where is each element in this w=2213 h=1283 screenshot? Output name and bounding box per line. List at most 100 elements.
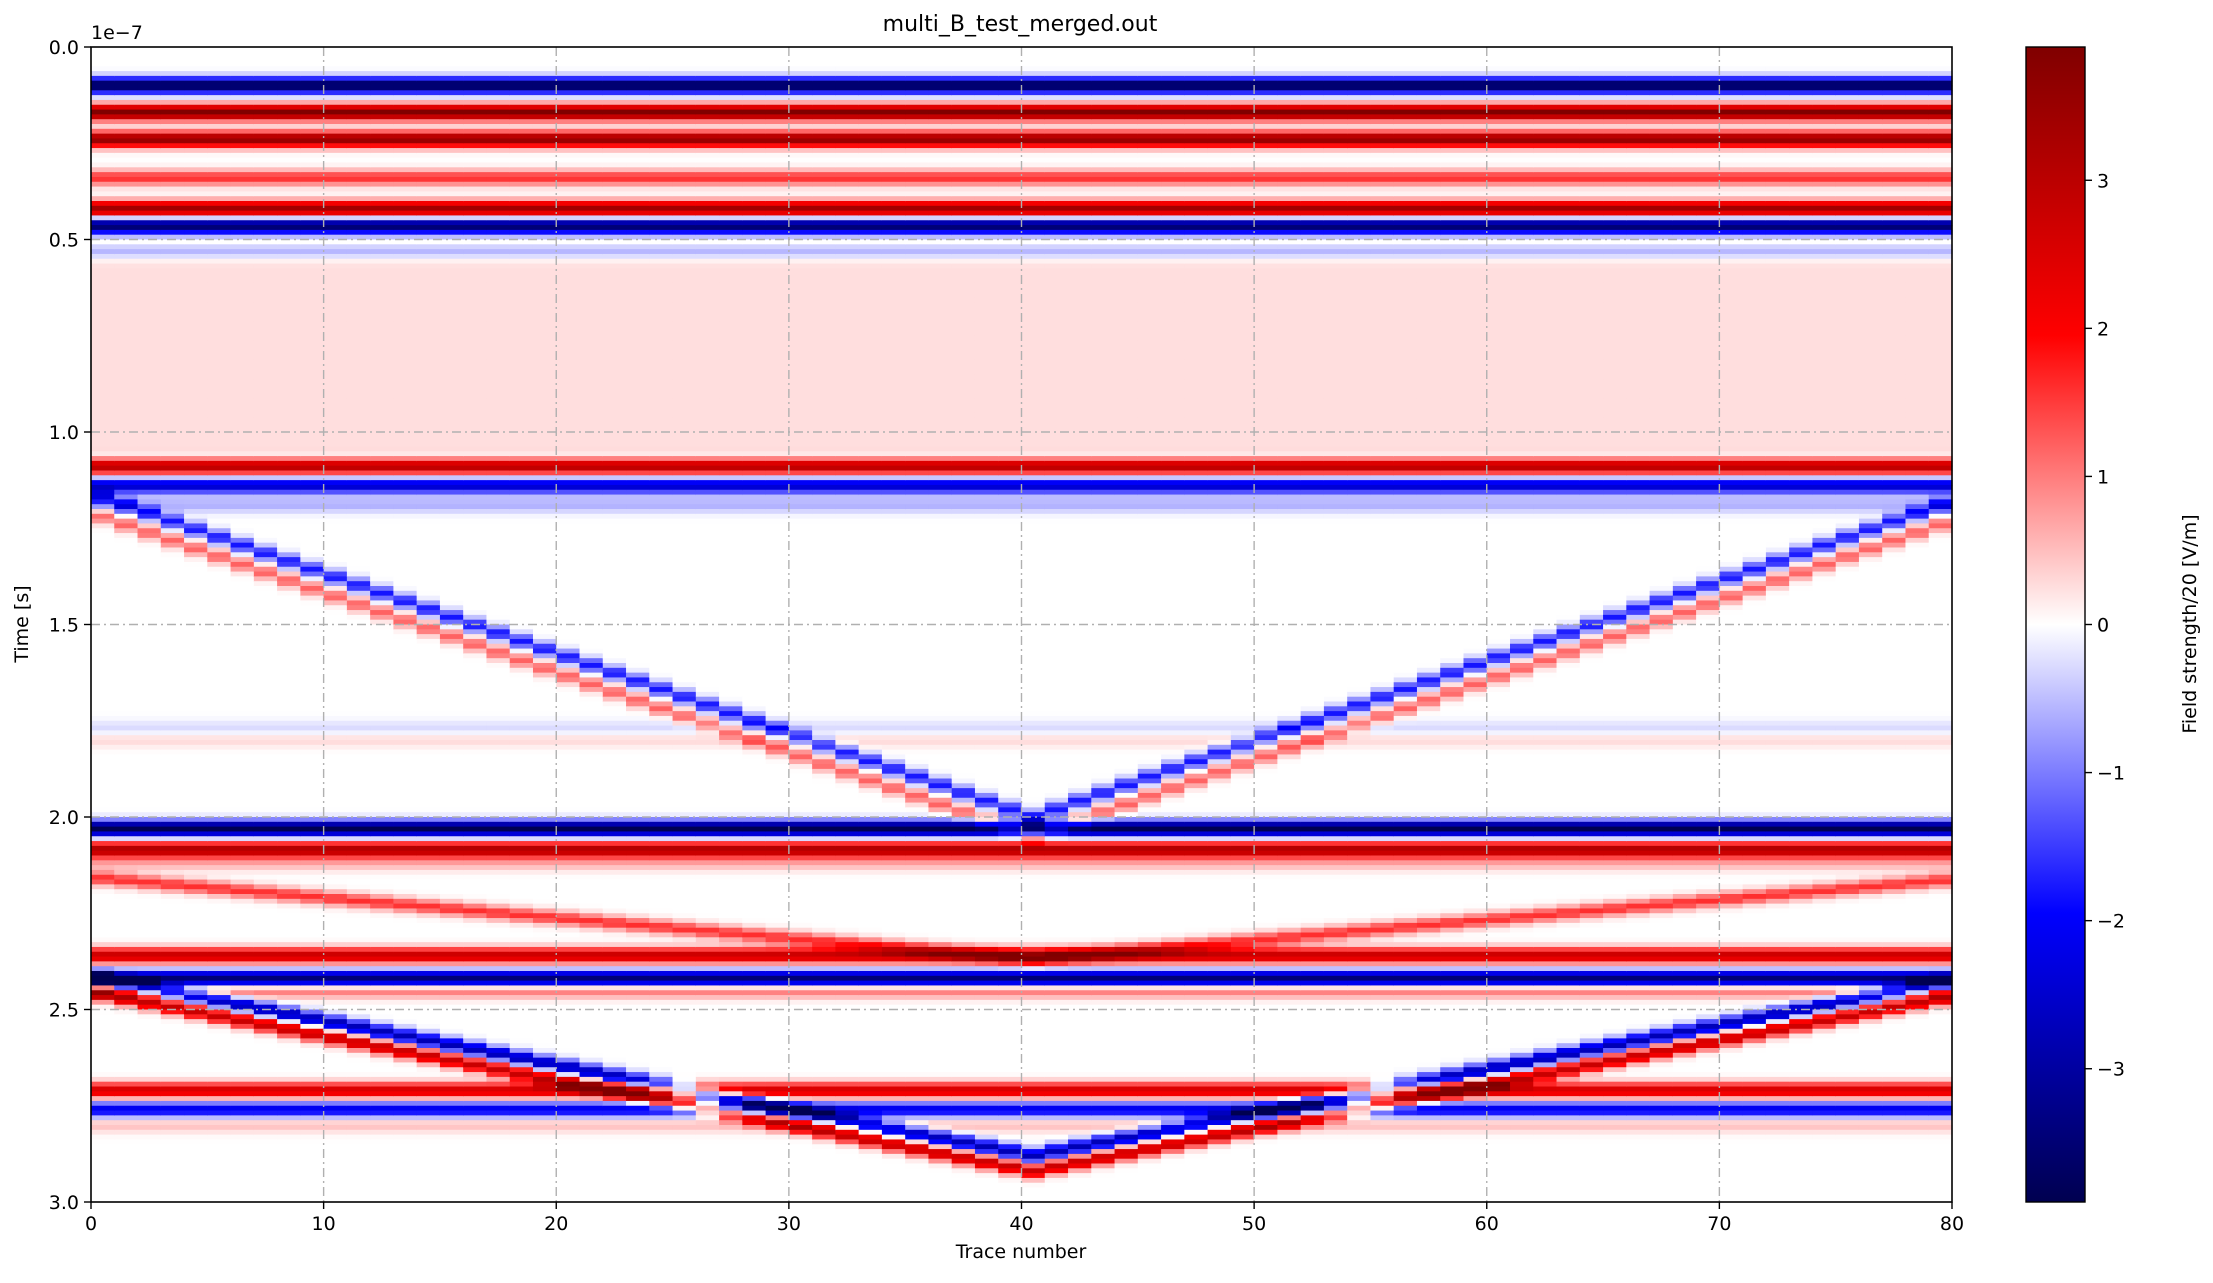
heatmap-cell <box>393 619 418 626</box>
heatmap-cell <box>463 571 488 577</box>
heatmap-cell <box>277 778 301 784</box>
heatmap-cell <box>230 85 255 91</box>
heatmap-cell <box>277 489 301 496</box>
heatmap-cell <box>463 696 488 703</box>
heatmap-cell <box>416 292 441 298</box>
heatmap-cell <box>230 869 255 876</box>
heatmap-cell <box>556 951 581 958</box>
heatmap-cell <box>253 537 278 544</box>
heatmap-cell <box>509 648 534 654</box>
heatmap-cell <box>370 634 395 640</box>
heatmap-cell <box>300 66 325 72</box>
heatmap-cell <box>346 340 371 346</box>
heatmap-cell <box>416 966 441 972</box>
heatmap-cell <box>439 330 464 337</box>
heatmap-cell <box>556 162 581 168</box>
heatmap-cell <box>114 586 139 592</box>
heatmap-cell <box>207 475 232 481</box>
heatmap-cell <box>509 817 534 823</box>
heatmap-cell <box>114 239 139 245</box>
heatmap-cell <box>463 302 488 308</box>
heatmap-cell <box>114 90 139 96</box>
heatmap-cell <box>160 152 185 159</box>
heatmap-cell <box>207 533 232 539</box>
heatmap-cell <box>207 672 232 679</box>
heatmap-cell <box>300 918 325 924</box>
heatmap-cell <box>323 715 348 722</box>
heatmap-cell <box>393 691 418 698</box>
heatmap-cell <box>486 730 511 736</box>
heatmap-cell <box>184 475 208 481</box>
heatmap-cell <box>416 1197 441 1203</box>
heatmap-cell <box>416 61 441 67</box>
heatmap-cell <box>463 932 488 938</box>
heatmap-cell <box>323 451 348 457</box>
heatmap-cell <box>393 456 418 462</box>
heatmap-cell <box>393 528 418 534</box>
heatmap-cell <box>323 817 348 823</box>
heatmap-cell <box>184 47 208 53</box>
heatmap-cell <box>137 629 162 635</box>
heatmap-cell <box>393 1072 418 1078</box>
heatmap-cell <box>277 725 301 731</box>
heatmap-cell <box>463 470 488 476</box>
heatmap-cell <box>556 157 581 164</box>
heatmap-cell <box>277 268 301 274</box>
heatmap-cell <box>277 528 301 534</box>
heatmap-cell <box>439 374 464 380</box>
heatmap-cell <box>207 489 232 496</box>
heatmap-cell <box>137 913 162 919</box>
heatmap-cell <box>300 927 325 934</box>
heatmap-cell <box>439 287 464 294</box>
heatmap-cell <box>439 321 464 327</box>
heatmap-cell <box>556 345 581 351</box>
heatmap-cell <box>300 778 325 784</box>
heatmap-cell <box>393 648 418 654</box>
heatmap-cell <box>91 701 115 707</box>
heatmap-cell <box>416 460 441 467</box>
heatmap-cell <box>370 249 395 255</box>
heatmap-cell <box>323 1182 348 1189</box>
heatmap-cell <box>114 706 139 712</box>
heatmap-cell <box>184 658 208 664</box>
heatmap-cell <box>300 229 325 236</box>
heatmap-cell <box>393 898 418 905</box>
heatmap-cell <box>323 99 348 106</box>
heatmap-cell <box>160 80 185 87</box>
heatmap-cell <box>137 533 162 539</box>
heatmap-cell <box>556 663 581 669</box>
heatmap-cell <box>439 210 464 217</box>
heatmap-cell <box>393 1139 418 1145</box>
heatmap-cell <box>184 595 208 602</box>
heatmap-cell <box>323 143 348 149</box>
heatmap-cell <box>439 1067 464 1073</box>
heatmap-cell <box>137 1134 162 1141</box>
heatmap-cell <box>253 749 278 756</box>
heatmap-cell <box>439 1177 464 1184</box>
heatmap-cell <box>509 682 534 688</box>
heatmap-cell <box>230 196 255 202</box>
heatmap-cell <box>207 547 232 553</box>
heatmap-cell <box>509 956 534 962</box>
heatmap-cell <box>137 176 162 183</box>
heatmap-cell <box>277 898 301 905</box>
heatmap-cell <box>532 359 557 366</box>
heatmap-cell <box>532 1110 557 1116</box>
heatmap-cell <box>323 980 348 987</box>
heatmap-cell <box>253 638 278 645</box>
heatmap-cell <box>91 1023 115 1030</box>
heatmap-cell <box>160 1057 185 1064</box>
heatmap-cell <box>532 1048 557 1054</box>
heatmap-cell <box>486 624 511 630</box>
heatmap-cell <box>346 951 371 958</box>
heatmap-cell <box>439 874 464 881</box>
heatmap-cell <box>486 619 511 626</box>
heatmap-cell <box>300 725 325 731</box>
heatmap-cell <box>393 913 418 919</box>
heatmap-cell <box>463 831 488 837</box>
heatmap-cell <box>370 898 395 905</box>
heatmap-cell <box>91 398 115 404</box>
heatmap-cell <box>91 311 115 318</box>
heatmap-cell <box>300 1052 325 1059</box>
heatmap-cell <box>439 773 464 780</box>
